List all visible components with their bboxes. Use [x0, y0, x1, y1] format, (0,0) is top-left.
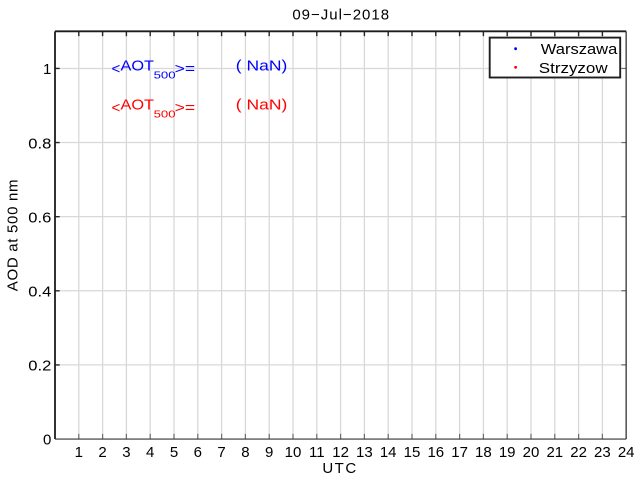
svg-text:500: 500 — [154, 69, 176, 81]
svg-text:0.8: 0.8 — [28, 135, 51, 152]
svg-text:5: 5 — [170, 444, 178, 461]
svg-text:AOD at 500 nm: AOD at 500 nm — [4, 179, 21, 291]
svg-text:0.6: 0.6 — [28, 209, 51, 226]
svg-text:Strzyzow: Strzyzow — [539, 60, 608, 77]
svg-text:17: 17 — [451, 444, 468, 461]
svg-text:<: < — [112, 60, 121, 77]
svg-text:0.2: 0.2 — [28, 358, 51, 375]
svg-text:14: 14 — [380, 444, 397, 461]
svg-text:11: 11 — [309, 444, 325, 461]
svg-text:09−Jul−2018: 09−Jul−2018 — [292, 6, 390, 23]
svg-text:15: 15 — [404, 444, 421, 461]
svg-text:20: 20 — [523, 444, 540, 461]
svg-text:8: 8 — [241, 444, 249, 461]
svg-text:>=: >= — [175, 99, 196, 116]
svg-text:( NaN): ( NaN) — [236, 96, 287, 113]
svg-text:0.4: 0.4 — [28, 283, 51, 300]
svg-text:22: 22 — [570, 444, 587, 461]
svg-text:6: 6 — [194, 444, 202, 461]
svg-text:16: 16 — [427, 444, 444, 461]
svg-text:23: 23 — [594, 444, 611, 461]
svg-text:4: 4 — [146, 444, 154, 461]
svg-text:21: 21 — [546, 444, 563, 461]
svg-text:18: 18 — [475, 444, 492, 461]
svg-text:7: 7 — [217, 444, 225, 461]
svg-text:13: 13 — [356, 444, 373, 461]
svg-text:UTC: UTC — [322, 460, 357, 477]
svg-text:19: 19 — [499, 444, 516, 461]
svg-text:( NaN): ( NaN) — [236, 57, 287, 74]
svg-text:1: 1 — [75, 444, 83, 461]
svg-text:12: 12 — [332, 444, 349, 461]
svg-text:9: 9 — [265, 444, 273, 461]
svg-text:3: 3 — [122, 444, 130, 461]
svg-text:0: 0 — [43, 432, 51, 449]
svg-text:1: 1 — [43, 61, 51, 78]
svg-text:10: 10 — [285, 444, 302, 461]
svg-text:AOT: AOT — [121, 57, 155, 74]
svg-text:AOT: AOT — [121, 96, 155, 113]
svg-text:Warszawa: Warszawa — [541, 41, 618, 58]
svg-text:24: 24 — [618, 444, 635, 461]
svg-text:>=: >= — [175, 60, 196, 77]
svg-text:500: 500 — [154, 108, 176, 120]
svg-text:<: < — [112, 99, 121, 116]
svg-text:2: 2 — [98, 444, 106, 461]
